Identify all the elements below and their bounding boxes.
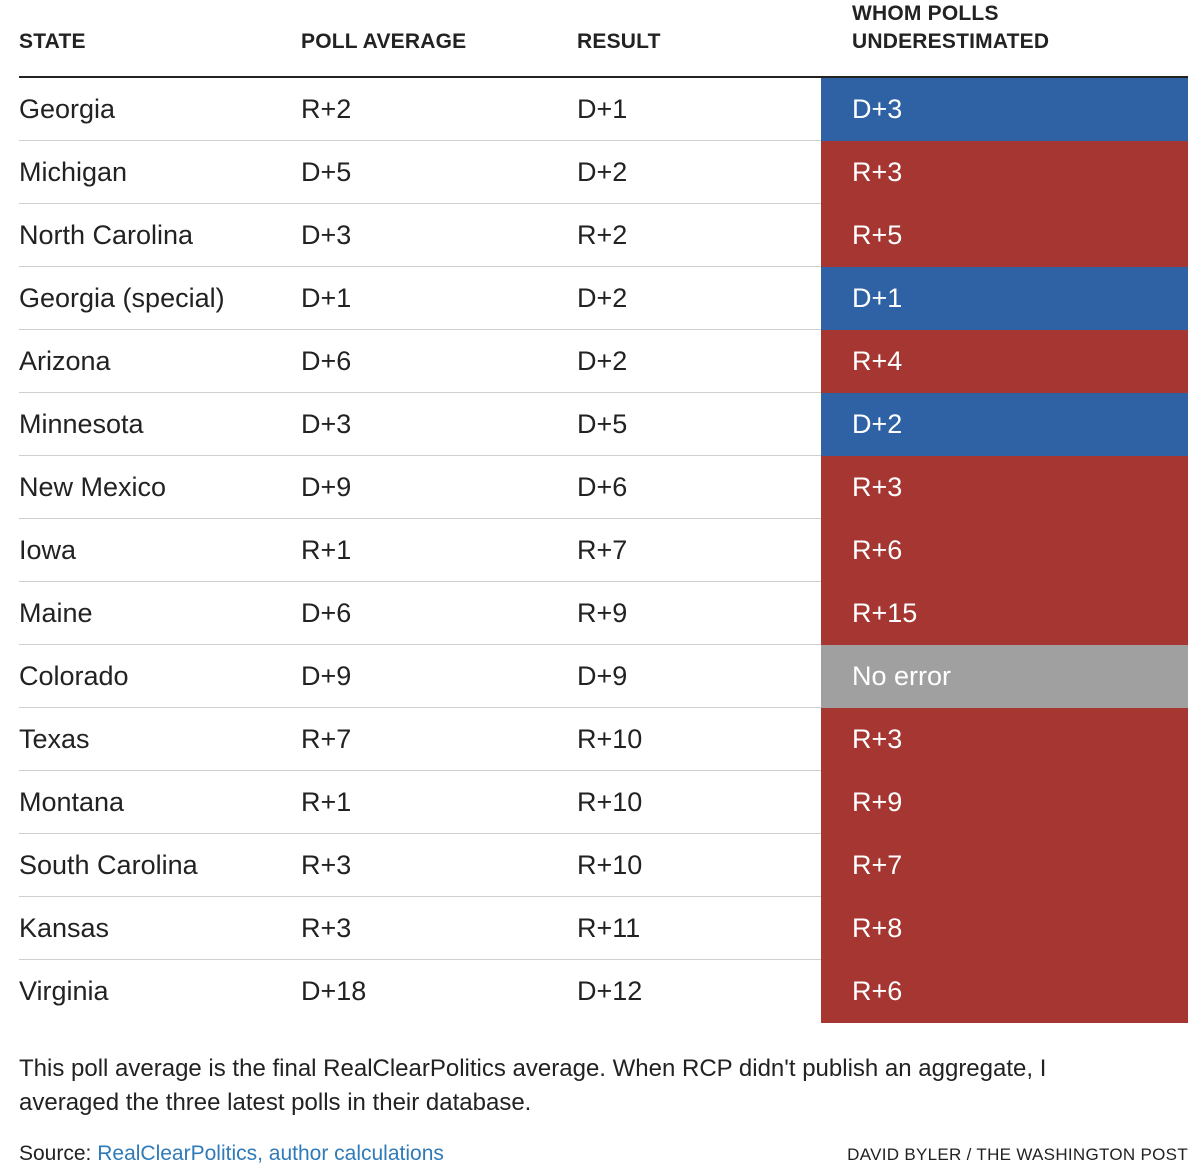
underestimated-cell: R+8 <box>821 897 1188 960</box>
poll-average-cell: R+2 <box>301 94 352 124</box>
table-row: Virginia D+18 D+12 R+6 <box>19 960 1188 1023</box>
poll-average-cell: R+1 <box>301 535 352 565</box>
table-body: Georgia R+2 D+1 D+3 Michigan D+5 D+2 R+3 North C… <box>19 78 1188 1023</box>
underestimated-cell: D+1 <box>821 267 1188 330</box>
table-row: Georgia (special) D+1 D+2 D+1 <box>19 267 1188 330</box>
table-row: North Carolina D+3 R+2 R+5 <box>19 204 1188 267</box>
poll-average-cell: D+9 <box>301 661 352 691</box>
table-row: Minnesota D+3 D+5 D+2 <box>19 393 1188 456</box>
header-whom-line2: UNDERESTIMATED <box>852 30 1050 53</box>
underestimated-cell: R+3 <box>821 141 1188 204</box>
header-whom-underestimated: WHOM POLLS UNDERESTIMATED <box>852 0 1182 56</box>
header-whom-line1: WHOM POLLS <box>852 2 999 25</box>
result-cell: R+9 <box>577 598 628 628</box>
state-cell: Colorado <box>19 661 129 691</box>
result-cell: D+1 <box>577 94 628 124</box>
header-result: RESULT <box>577 30 661 53</box>
state-cell: Arizona <box>19 346 111 376</box>
state-cell: Maine <box>19 598 93 628</box>
table-row: Texas R+7 R+10 R+3 <box>19 708 1188 771</box>
table-row: Kansas R+3 R+11 R+8 <box>19 897 1188 960</box>
underestimated-cell: R+3 <box>821 708 1188 771</box>
state-cell: Montana <box>19 787 125 817</box>
header-state: STATE <box>19 30 86 53</box>
credit-line: DAVID BYLER / THE WASHINGTON POST <box>847 1145 1188 1164</box>
table-row: Montana R+1 R+10 R+9 <box>19 771 1188 834</box>
poll-average-cell: D+1 <box>301 283 352 313</box>
table-row: Georgia R+2 D+1 D+3 <box>19 78 1188 141</box>
poll-average-cell: D+5 <box>301 157 352 187</box>
poll-average-cell: R+3 <box>301 913 352 943</box>
state-cell: Iowa <box>19 535 77 565</box>
result-cell: R+11 <box>577 913 641 943</box>
state-cell: North Carolina <box>19 220 194 250</box>
result-cell: D+2 <box>577 346 628 376</box>
table-row: Michigan D+5 D+2 R+3 <box>19 141 1188 204</box>
underestimated-cell: R+6 <box>821 519 1188 582</box>
result-cell: D+6 <box>577 472 628 502</box>
poll-average-cell: R+7 <box>301 724 352 754</box>
state-cell: Kansas <box>19 913 110 943</box>
poll-average-cell: R+3 <box>301 850 352 880</box>
underestimated-cell: D+3 <box>821 78 1188 141</box>
underestimated-cell: No error <box>821 645 1188 708</box>
source-link[interactable]: RealClearPolitics, author calculations <box>97 1142 444 1165</box>
table-row: Arizona D+6 D+2 R+4 <box>19 330 1188 393</box>
state-cell: Georgia (special) <box>19 283 225 313</box>
table-row: Iowa R+1 R+7 R+6 <box>19 519 1188 582</box>
underestimated-cell: R+7 <box>821 834 1188 897</box>
state-cell: Minnesota <box>19 409 144 439</box>
source-line: Source: RealClearPolitics, author calcul… <box>19 1140 444 1168</box>
poll-average-cell: R+1 <box>301 787 352 817</box>
underestimated-cell: R+5 <box>821 204 1188 267</box>
state-cell: South Carolina <box>19 850 198 880</box>
table-row: Colorado D+9 D+9 No error <box>19 645 1188 708</box>
result-cell: D+2 <box>577 283 628 313</box>
state-cell: Michigan <box>19 157 128 187</box>
result-cell: D+9 <box>577 661 628 691</box>
poll-average-cell: D+18 <box>301 976 367 1006</box>
header-poll-average: POLL AVERAGE <box>301 30 467 53</box>
result-cell: D+12 <box>577 976 643 1006</box>
methodology-note: This poll average is the final RealClear… <box>19 1055 1047 1116</box>
poll-error-table: STATE POLL AVERAGE RESULT WHOM POLLS UND… <box>19 0 1188 1023</box>
poll-average-cell: D+9 <box>301 472 352 502</box>
table-header: STATE POLL AVERAGE RESULT WHOM POLLS UND… <box>19 0 1188 78</box>
poll-average-cell: D+6 <box>301 346 352 376</box>
result-cell: R+10 <box>577 787 643 817</box>
poll-average-cell: D+6 <box>301 598 352 628</box>
table-row: Maine D+6 R+9 R+15 <box>19 582 1188 645</box>
result-cell: D+2 <box>577 157 628 187</box>
state-cell: Texas <box>19 724 90 754</box>
result-cell: D+5 <box>577 409 628 439</box>
poll-average-cell: D+3 <box>301 409 352 439</box>
table-row: New Mexico D+9 D+6 R+3 <box>19 456 1188 519</box>
state-cell: Virginia <box>19 976 109 1006</box>
source-label: Source: <box>19 1142 98 1165</box>
result-cell: R+10 <box>577 724 643 754</box>
result-cell: R+10 <box>577 850 643 880</box>
underestimated-cell: R+9 <box>821 771 1188 834</box>
result-cell: R+7 <box>577 535 628 565</box>
underestimated-cell: R+6 <box>821 960 1188 1023</box>
underestimated-cell: R+4 <box>821 330 1188 393</box>
state-cell: New Mexico <box>19 472 167 502</box>
underestimated-cell: R+3 <box>821 456 1188 519</box>
state-cell: Georgia <box>19 94 116 124</box>
result-cell: R+2 <box>577 220 628 250</box>
underestimated-cell: D+2 <box>821 393 1188 456</box>
table-row: South Carolina R+3 R+10 R+7 <box>19 834 1188 897</box>
underestimated-cell: R+15 <box>821 582 1188 645</box>
poll-average-cell: D+3 <box>301 220 352 250</box>
